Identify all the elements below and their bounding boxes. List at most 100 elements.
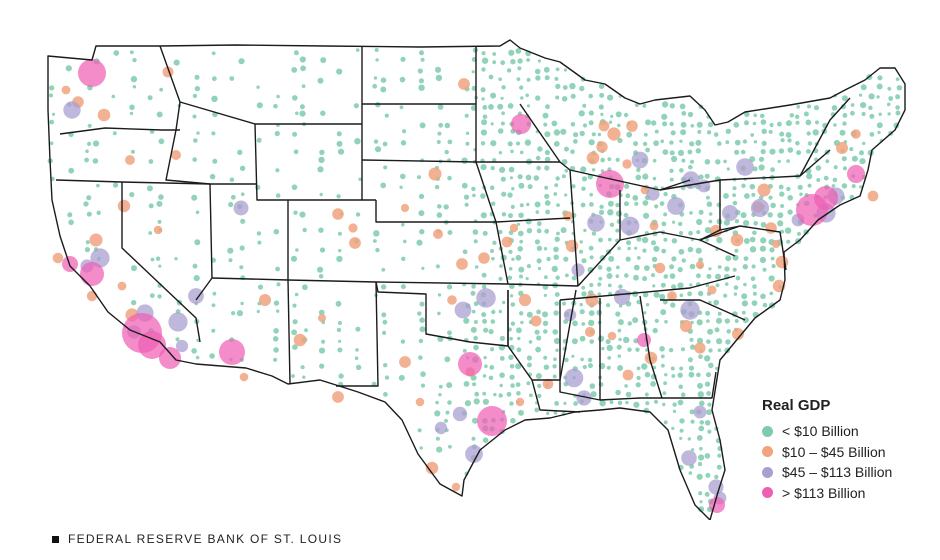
county-dot-small (196, 131, 200, 135)
county-dot-small (543, 329, 548, 334)
county-dot-small (571, 184, 576, 189)
county-dot-small (706, 409, 712, 416)
county-dot-small (519, 150, 524, 155)
county-dot-small (51, 112, 56, 116)
county-dot-small (615, 311, 621, 317)
county-dot-small (770, 256, 775, 261)
county-dot-small (535, 210, 540, 214)
county-dot-small (641, 236, 649, 244)
county-dot-small (490, 347, 495, 352)
county-dot-small (623, 112, 629, 118)
county-dot-small (652, 327, 658, 334)
county-dot-small (417, 428, 422, 433)
county-dot-small (447, 139, 453, 145)
county-dot-small (508, 267, 513, 271)
legend-label: $10 – $45 Billion (782, 443, 886, 460)
county-dot-small (437, 204, 442, 209)
county-dot-small (517, 246, 523, 252)
county-dot-small (668, 347, 674, 353)
county-dot-small (706, 195, 710, 200)
county-dot-small (498, 151, 503, 155)
county-dot-small (841, 156, 847, 162)
county-dot-medium (86, 290, 98, 302)
county-dot-small (777, 220, 784, 227)
county-dot-small (382, 330, 387, 335)
county-dot-small (609, 400, 614, 405)
county-dot-small (420, 383, 426, 388)
county-dot-small (293, 50, 299, 56)
county-dot-small (193, 138, 198, 143)
border-ca-nv (121, 182, 201, 343)
county-dot-small (770, 202, 776, 209)
county-dot-small (723, 293, 728, 298)
county-dot-small (473, 335, 478, 341)
county-dot-small (240, 218, 246, 224)
county-dot-small (689, 263, 696, 270)
county-dot-small (481, 272, 487, 278)
county-dot-small (373, 139, 379, 144)
county-dot-small (636, 299, 641, 305)
county-dot-small (545, 104, 550, 110)
county-dot-large (168, 312, 188, 332)
county-dot-small (517, 230, 524, 237)
county-dot-small (398, 374, 405, 381)
county-dot-small (644, 265, 650, 271)
county-dot-small (588, 245, 594, 251)
county-dot-small (760, 222, 767, 228)
border-wv (699, 225, 741, 241)
county-dot-small (543, 66, 550, 73)
county-dot-medium (542, 378, 554, 390)
county-dot-small (437, 311, 441, 316)
county-dot-small (671, 238, 678, 244)
county-dot-small (850, 103, 855, 107)
county-dot-small (726, 329, 731, 334)
county-dot-small (419, 122, 426, 129)
county-dot-small (320, 110, 326, 116)
county-dot-small (500, 121, 505, 126)
county-dot-small (273, 300, 280, 306)
county-dot-small (525, 277, 529, 281)
county-dot-small (291, 329, 297, 336)
county-dot-small (481, 51, 486, 56)
county-dot-small (895, 110, 901, 116)
county-dot-small (743, 220, 750, 227)
county-dot-small (355, 48, 360, 52)
border-wa-or (59, 127, 180, 135)
county-bubble-xl (511, 114, 531, 134)
county-dot-small (707, 429, 712, 434)
county-dot-small (543, 247, 548, 251)
county-dot-medium (400, 203, 410, 213)
county-dot-small (507, 103, 514, 109)
county-dot-small (598, 276, 603, 281)
county-dot-small (750, 133, 755, 137)
county-dot-small (273, 103, 278, 109)
county-dot-medium (349, 237, 361, 249)
county-dot-small (706, 339, 711, 344)
county-dot-small (696, 473, 703, 480)
county-dot-small (130, 149, 135, 154)
county-dot-small (564, 169, 569, 173)
county-dot-small (625, 400, 629, 405)
county-dot-small (510, 59, 516, 65)
county-dot-large (667, 197, 685, 215)
county-dot-small (760, 149, 766, 155)
county-dot-small (706, 273, 712, 279)
county-dot-small (375, 247, 380, 253)
county-dot-small (717, 453, 722, 458)
county-dot-small (654, 129, 659, 134)
county-dot-small (690, 344, 696, 350)
county-dot-small (653, 399, 659, 404)
county-dot-small (741, 293, 748, 300)
county-dot-small (681, 347, 685, 352)
county-dot-small (292, 95, 298, 101)
county-dot-small (704, 173, 710, 179)
county-dot-small (769, 148, 776, 155)
county-dot-small (661, 101, 669, 108)
county-dot-small (762, 267, 767, 272)
county-dot-small (536, 221, 542, 227)
county-dot-small (582, 364, 587, 370)
county-dot-small (481, 97, 485, 101)
county-dot-small (635, 382, 641, 388)
county-dot-small (482, 105, 488, 110)
county-dot-small (664, 320, 668, 324)
